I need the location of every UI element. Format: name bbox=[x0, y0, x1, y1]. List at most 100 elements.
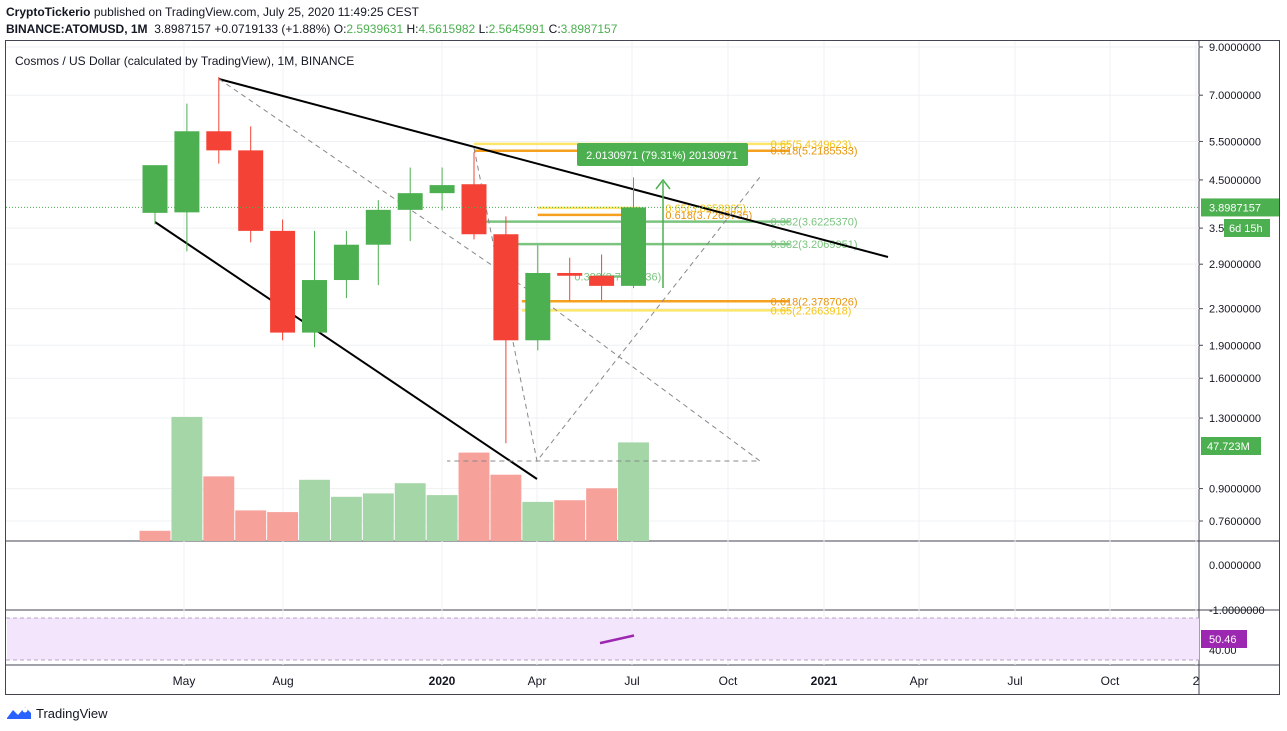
open-value: 2.5939631 bbox=[346, 22, 404, 36]
time-axis-label: Jul bbox=[624, 674, 639, 688]
volume-bar bbox=[490, 474, 522, 541]
price-axis-label: 2.9000000 bbox=[1209, 259, 1261, 271]
price-axis-label: 0.7600000 bbox=[1209, 516, 1261, 528]
price-axis-label: 0.9000000 bbox=[1209, 484, 1261, 496]
price-axis-label: 9.0000000 bbox=[1209, 42, 1261, 54]
fib-level-label: 0.382(3.6225370) bbox=[771, 217, 858, 229]
fib-level-label: 0.65(5.4349623) bbox=[771, 139, 852, 151]
drawings-layer bbox=[154, 78, 889, 480]
price-axis-label: 1.3000000 bbox=[1209, 413, 1261, 425]
rsi-line bbox=[599, 634, 635, 645]
time-axis-label: Oct bbox=[1101, 674, 1120, 688]
rsi-value-label: 50.46 bbox=[1209, 634, 1237, 646]
price-axis-label: 1.9000000 bbox=[1209, 340, 1261, 352]
rsi-badge bbox=[1201, 630, 1247, 648]
publisher-name[interactable]: CryptoTickerio bbox=[6, 5, 91, 19]
candle-body bbox=[621, 207, 646, 286]
measure-box bbox=[577, 143, 748, 166]
chart-frame bbox=[5, 40, 1280, 695]
symbol-text: BINANCE:ATOMUSD, 1M bbox=[6, 22, 148, 36]
volume-bar bbox=[394, 483, 426, 541]
candle-body bbox=[397, 193, 423, 210]
open-label: O: bbox=[333, 22, 347, 36]
time-axis-label: May bbox=[173, 674, 196, 688]
candles-layer bbox=[142, 76, 646, 444]
candle-body bbox=[589, 275, 615, 286]
upper-trendline bbox=[218, 78, 889, 258]
candle-body bbox=[461, 184, 487, 235]
volume-bar bbox=[299, 479, 330, 541]
candle-body bbox=[429, 185, 455, 194]
volume-bar bbox=[267, 512, 299, 541]
publish-text: published on TradingView.com, July 25, 2… bbox=[93, 5, 419, 19]
ohlc-header: BINANCE:ATOMUSD, 1M 3.8987157 +0.0719133… bbox=[6, 22, 617, 36]
fib-level-label: 0.618(2.3787026) bbox=[771, 296, 858, 308]
candle-body bbox=[174, 131, 200, 213]
fib-level-label: 0.65(2.2663918) bbox=[771, 305, 852, 317]
volume-bar bbox=[139, 530, 171, 541]
candle-body bbox=[302, 280, 327, 333]
close-label: C: bbox=[548, 22, 561, 36]
tradingview-logo-icon[interactable] bbox=[6, 705, 32, 721]
last-price-badge bbox=[1201, 198, 1279, 217]
fib-level-label: 0.618(3.7269735) bbox=[665, 210, 752, 222]
volume-bar bbox=[203, 476, 235, 541]
measure-label: 2.0130971 (79.31%) 20130971 bbox=[586, 150, 738, 162]
indicator-axis-label: 0.0000000 bbox=[1209, 560, 1261, 572]
candle-body bbox=[142, 165, 168, 213]
publish-info: CryptoTickerio published on TradingView.… bbox=[6, 5, 419, 19]
candle-body bbox=[525, 272, 551, 341]
volume-label: 47.723M bbox=[1207, 441, 1250, 453]
fib-level-label: 0.382(2.7026136) bbox=[574, 271, 661, 283]
price-axis-label: 4.5000000 bbox=[1209, 175, 1261, 187]
volume-bar bbox=[426, 495, 458, 541]
candle-body bbox=[206, 131, 232, 151]
volume-bar bbox=[330, 496, 362, 541]
rsi-band bbox=[7, 618, 1199, 660]
close-value: 3.8987157 bbox=[560, 22, 618, 36]
volume-bar bbox=[458, 452, 490, 541]
chart-legend-title: Cosmos / US Dollar (calculated by Tradin… bbox=[15, 54, 354, 68]
candle-body bbox=[333, 244, 359, 281]
fib-level-label: 0.618(5.2185533) bbox=[771, 146, 858, 158]
time-axis-label: Apr bbox=[910, 674, 929, 688]
volume-bar bbox=[362, 493, 394, 541]
time-axis-label: 2020 bbox=[429, 674, 456, 688]
price-axis-label: 5.5000000 bbox=[1209, 136, 1261, 148]
dashed-projection bbox=[473, 147, 761, 463]
time-axis-label: Apr bbox=[528, 674, 547, 688]
last-price-label: 3.8987157 bbox=[1209, 202, 1261, 214]
candle-body bbox=[270, 230, 296, 333]
volume-bar bbox=[522, 501, 554, 541]
volume-layer bbox=[139, 416, 649, 541]
countdown-label: 6d 15h bbox=[1229, 223, 1263, 235]
last-price: 3.8987157 bbox=[154, 22, 211, 36]
price-axis-label: 3.5 bbox=[1209, 223, 1224, 235]
price-axis-label: 7.0000000 bbox=[1209, 90, 1261, 102]
volume-badge bbox=[1201, 437, 1261, 455]
volume-bar bbox=[235, 510, 267, 541]
overlay-layer: 3.8987157 6d 15h 2.0130971 (79.31%) 201309… bbox=[6, 143, 1279, 661]
time-axis-label: 2021 bbox=[811, 674, 838, 688]
lower-trendline bbox=[154, 221, 538, 480]
volume-bar bbox=[618, 442, 649, 541]
change-text: +0.0719133 (+1.88%) bbox=[214, 22, 331, 36]
time-axis-label: 2 bbox=[1193, 674, 1200, 688]
time-axis-label: Oct bbox=[719, 674, 738, 688]
footer-brand[interactable]: TradingView bbox=[36, 705, 108, 721]
low-label: L: bbox=[478, 22, 489, 36]
countdown-badge bbox=[1224, 219, 1270, 237]
candle-body bbox=[493, 234, 519, 341]
time-axis-label: Jul bbox=[1007, 674, 1022, 688]
footer: TradingView bbox=[6, 703, 108, 723]
candle-body bbox=[238, 150, 264, 231]
time-axis-label: Aug bbox=[272, 674, 293, 688]
price-axis-label: 1.6000000 bbox=[1209, 373, 1261, 385]
high-label: H: bbox=[406, 22, 419, 36]
candle-body bbox=[557, 272, 583, 276]
volume-bar bbox=[586, 488, 618, 541]
volume-bar bbox=[554, 500, 586, 541]
candle-body bbox=[365, 209, 391, 245]
indicator-axis-label: -1.0000000 bbox=[1209, 605, 1265, 617]
